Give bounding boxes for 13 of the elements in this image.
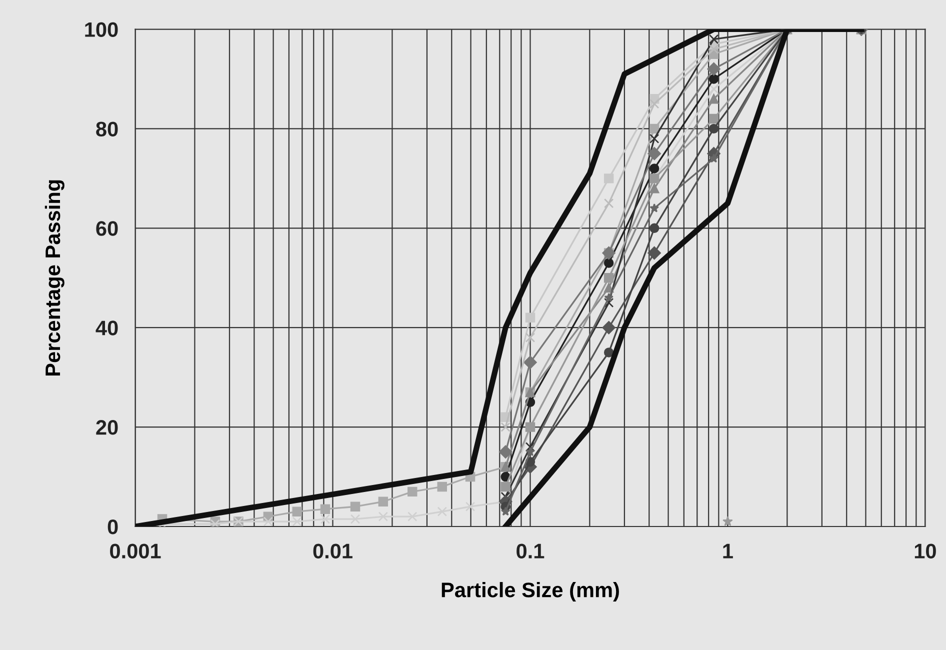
- x-tick-label: 1: [723, 544, 733, 558]
- x-axis-title: Particle Size (mm): [442, 582, 619, 602]
- y-tick-label: 60: [96, 221, 118, 236]
- x-tick-label: 0.001: [110, 544, 161, 558]
- x-tick-label: 0.1: [516, 544, 544, 558]
- y-tick-label: 40: [96, 320, 118, 336]
- y-tick-label: 0: [108, 520, 118, 534]
- y-axis-title: Percentage Passing: [44, 180, 64, 376]
- y-tick-label: 100: [85, 22, 118, 38]
- x-tick-label: 10: [914, 544, 936, 558]
- x-tick-label: 0.01: [313, 544, 352, 558]
- y-tick-label: 20: [96, 420, 118, 435]
- y-tick-label: 80: [96, 122, 118, 136]
